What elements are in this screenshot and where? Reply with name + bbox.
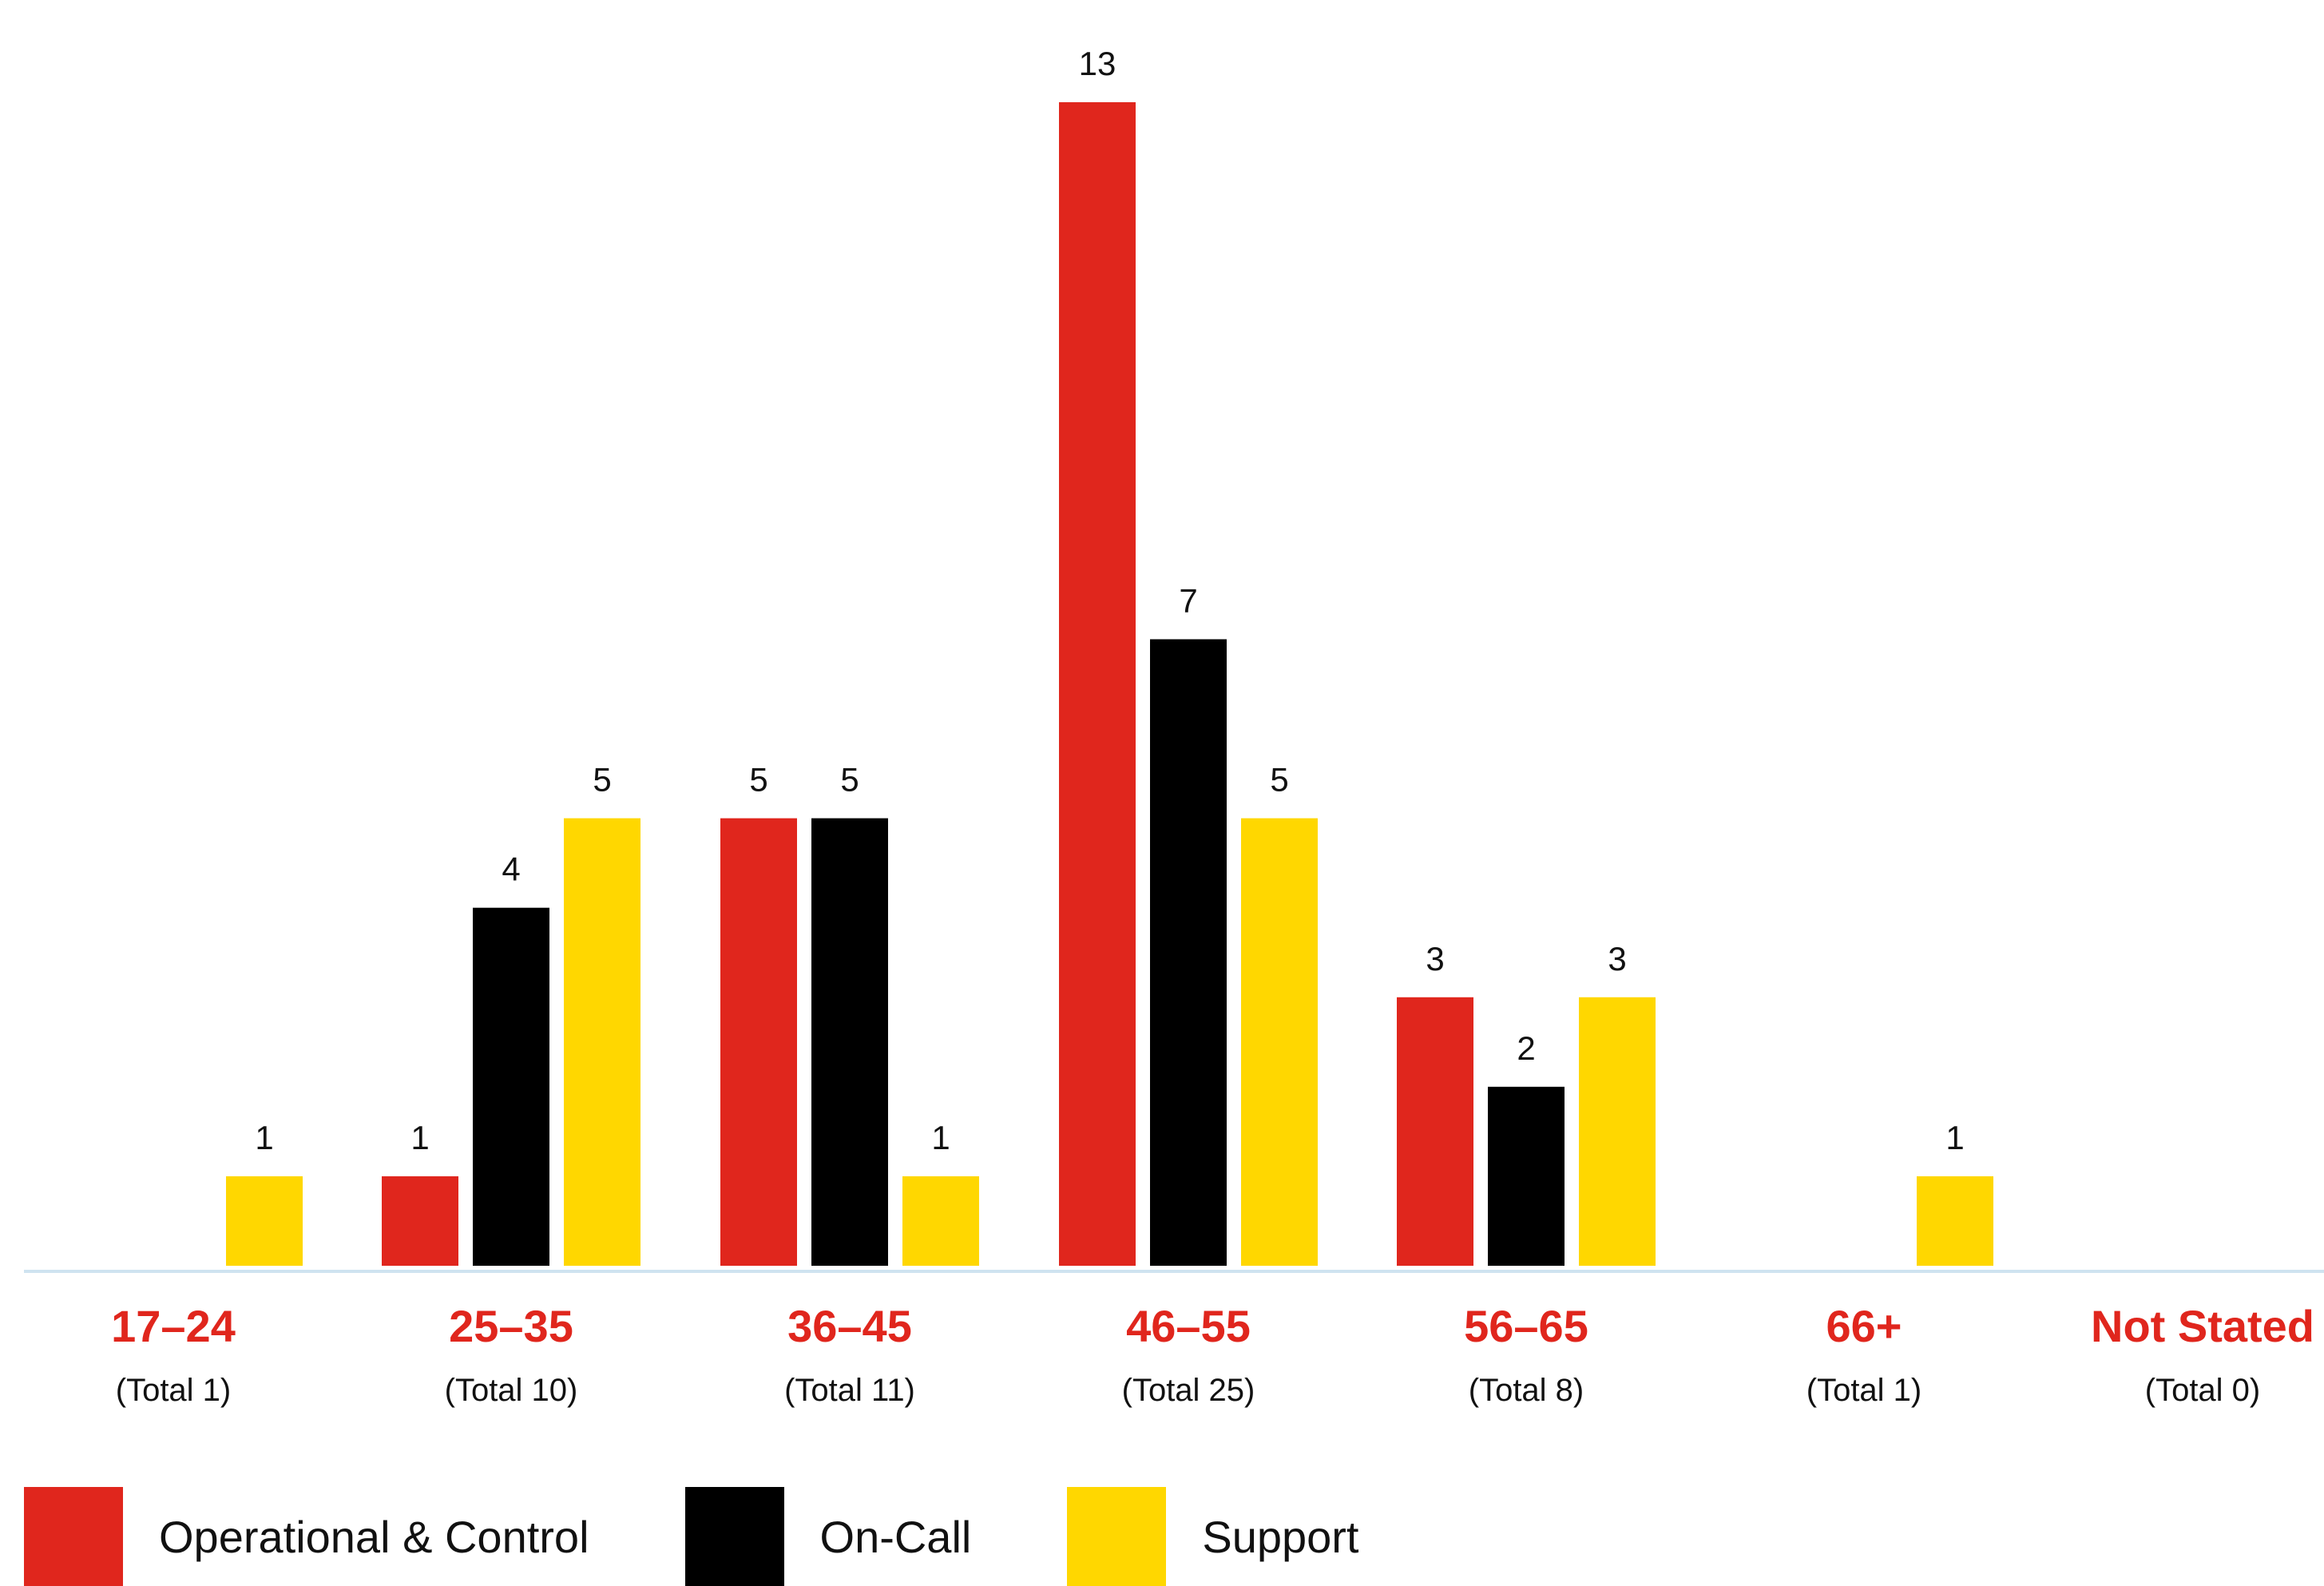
bar-operational-and-control-25-35	[382, 1176, 458, 1266]
category-label-36-45: 36–45	[787, 1301, 912, 1351]
value-label-support-66: 1	[1945, 1119, 1964, 1156]
category-label-66: 66+	[1826, 1301, 1902, 1351]
category-labels-group: 17–24 (Total 1) 25–35 (Total 10) 36–45 (Total…	[111, 1301, 2314, 1408]
value-label-operational-and-control-25-35: 1	[410, 1119, 429, 1156]
category-total-46-55: (Total 25)	[1122, 1373, 1255, 1408]
value-label-on-call-25-35: 4	[502, 850, 520, 888]
category-total-not-stated: (Total 0)	[2145, 1373, 2261, 1408]
legend-swatch-operational-control	[24, 1487, 123, 1586]
legend-label-operational-control: Operational & Control	[159, 1511, 589, 1562]
category-label-not-stated: Not Stated	[2091, 1301, 2314, 1351]
value-label-support-25-35: 5	[593, 761, 611, 799]
legend-swatch-support	[1067, 1487, 1167, 1586]
category-label-25-35: 25–35	[449, 1301, 573, 1351]
bar-support-36-45	[902, 1176, 979, 1266]
legend-item-operational-control: Operational & Control	[24, 1487, 589, 1586]
value-label-support-46-55: 5	[1270, 761, 1288, 799]
category-total-25-35: (Total 10)	[445, 1373, 578, 1408]
bars-group	[226, 102, 1993, 1266]
value-label-support-36-45: 1	[931, 1119, 950, 1156]
value-labels-group: 1 1 4 5 5 5 1 13 7 5 3 2 3 1	[255, 45, 1964, 1156]
bar-operational-and-control-46-55	[1059, 102, 1136, 1266]
value-label-operational-and-control-56-65: 3	[1426, 940, 1444, 977]
legend-label-on-call: On-Call	[819, 1511, 972, 1562]
bar-support-56-65	[1579, 997, 1656, 1266]
value-label-support-56-65: 3	[1608, 940, 1626, 977]
category-total-56-65: (Total 8)	[1469, 1373, 1584, 1408]
legend: Operational & Control On-Call Support	[24, 1487, 1454, 1586]
value-label-on-call-36-45: 5	[840, 761, 859, 799]
bar-support-46-55	[1241, 818, 1318, 1266]
bar-on-call-25-35	[473, 907, 549, 1266]
category-label-46-55: 46–55	[1126, 1301, 1251, 1351]
bar-support-66	[1917, 1176, 1993, 1266]
category-total-17-24: (Total 1)	[116, 1373, 232, 1408]
value-label-on-call-56-65: 2	[1517, 1029, 1535, 1067]
legend-item-support: Support	[1067, 1487, 1358, 1586]
legend-swatch-on-call	[684, 1487, 784, 1586]
category-total-66: (Total 1)	[1806, 1373, 1922, 1408]
category-label-17-24: 17–24	[111, 1301, 236, 1351]
value-label-operational-and-control-46-55: 13	[1079, 45, 1116, 82]
category-label-56-65: 56–65	[1464, 1301, 1588, 1351]
bar-support-17-24	[226, 1176, 303, 1266]
value-label-on-call-46-55: 7	[1179, 581, 1197, 619]
category-total-36-45: (Total 11)	[784, 1373, 915, 1408]
bar-on-call-36-45	[811, 818, 888, 1266]
legend-label-support: Support	[1202, 1511, 1359, 1562]
bar-operational-and-control-56-65	[1397, 997, 1473, 1266]
bar-on-call-56-65	[1488, 1086, 1565, 1266]
value-label-support-17-24: 1	[255, 1119, 273, 1156]
bar-operational-and-control-36-45	[720, 818, 797, 1266]
legend-item-on-call: On-Call	[684, 1487, 972, 1586]
bar-support-25-35	[564, 818, 640, 1266]
bar-on-call-46-55	[1150, 639, 1227, 1266]
age-distribution-chart: 1 1 4 5 5 5 1 13 7 5 3 2 3 1 17–24 (Total 1) 25–35 (Tota…	[24, 45, 2324, 1408]
value-label-operational-and-control-36-45: 5	[749, 761, 767, 799]
